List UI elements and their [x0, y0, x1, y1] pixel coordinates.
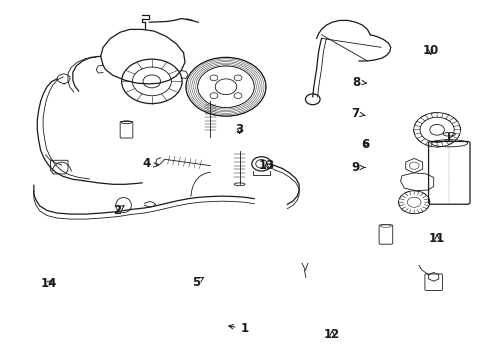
Text: 3: 3 [235, 123, 243, 136]
Text: 10: 10 [422, 44, 438, 57]
Text: 4: 4 [142, 157, 158, 170]
Text: 14: 14 [40, 277, 57, 290]
Text: 1: 1 [228, 322, 248, 335]
Text: 7: 7 [351, 107, 365, 120]
Text: 9: 9 [351, 161, 365, 174]
Text: 8: 8 [352, 76, 366, 89]
Text: 11: 11 [428, 231, 444, 244]
Text: 12: 12 [324, 328, 340, 341]
Text: 6: 6 [361, 138, 369, 150]
Text: 5: 5 [191, 276, 203, 289]
Text: 13: 13 [258, 159, 274, 172]
Text: 2: 2 [112, 204, 124, 217]
